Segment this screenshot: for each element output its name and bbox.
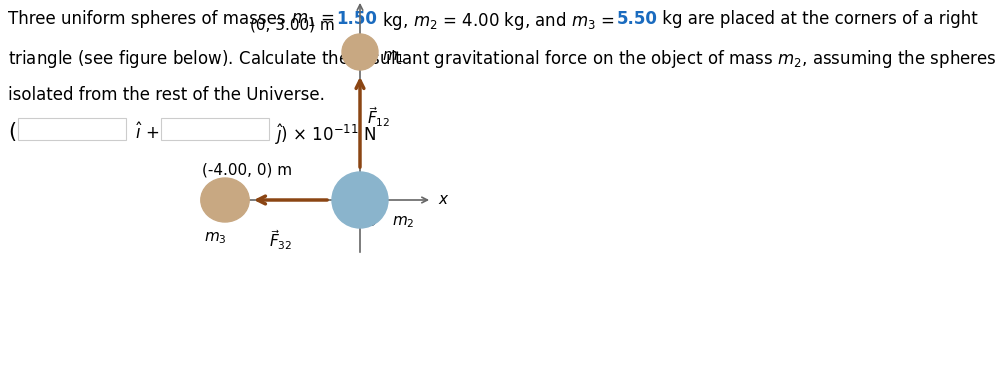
FancyBboxPatch shape (18, 118, 126, 140)
Text: isolated from the rest of the Universe.: isolated from the rest of the Universe. (8, 86, 325, 104)
Text: 5.50: 5.50 (616, 10, 657, 28)
Text: $m_1$: $m_1$ (382, 49, 405, 65)
Text: (-4.00, 0) m: (-4.00, 0) m (202, 162, 292, 177)
FancyBboxPatch shape (162, 118, 270, 140)
Text: $\hat{\jmath}$) $\times$ 10$^{-11}$ N: $\hat{\jmath}$) $\times$ 10$^{-11}$ N (272, 122, 377, 147)
Text: $m_1$ =: $m_1$ = (291, 10, 337, 28)
Ellipse shape (201, 178, 249, 222)
Text: (0, 3.00) m: (0, 3.00) m (250, 17, 335, 32)
Ellipse shape (342, 34, 378, 70)
Text: Three uniform spheres of masses: Three uniform spheres of masses (8, 10, 291, 28)
Text: (: ( (8, 122, 16, 142)
Text: $\hat{\imath}$ +: $\hat{\imath}$ + (130, 122, 160, 142)
Text: kg, $m_2$ = 4.00 kg, and $m_3$ =: kg, $m_2$ = 4.00 kg, and $m_3$ = (377, 10, 616, 32)
Text: $m_2$: $m_2$ (392, 214, 415, 230)
Text: triangle (see figure below). Calculate the resultant gravitational force on the : triangle (see figure below). Calculate t… (8, 48, 999, 70)
Text: $\vec{F}_{12}$: $\vec{F}_{12}$ (367, 105, 391, 129)
Text: 1.50: 1.50 (337, 10, 377, 28)
Text: $m_3$: $m_3$ (204, 230, 227, 246)
Text: $\vec{F}_{32}$: $\vec{F}_{32}$ (269, 228, 292, 252)
Text: x: x (438, 192, 447, 207)
Ellipse shape (332, 172, 388, 228)
Text: kg are placed at the corners of a right: kg are placed at the corners of a right (657, 10, 978, 28)
Text: O: O (364, 214, 376, 229)
